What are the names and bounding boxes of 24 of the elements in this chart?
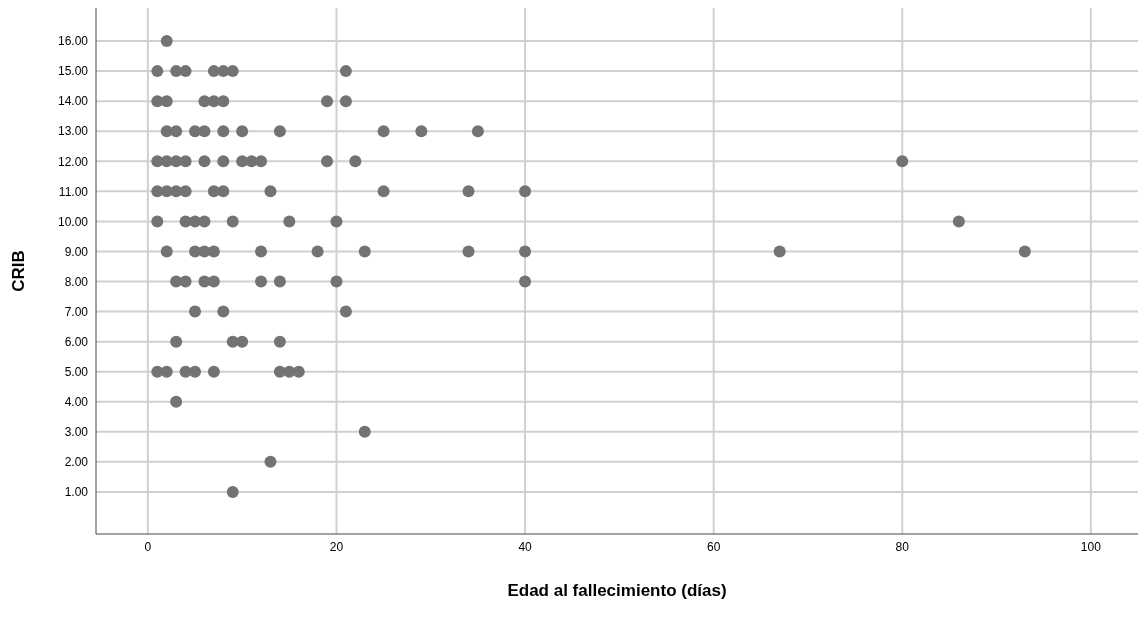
y-tick-label: 2.00 — [64, 455, 89, 470]
y-tick-label: 11.00 — [58, 184, 89, 199]
x-tick-label: 100 — [1080, 539, 1102, 554]
y-tick-label: 13.00 — [57, 124, 89, 139]
x-axis-title: Edad al fallecimiento (días) — [507, 581, 727, 600]
y-axis-title: CRIB — [9, 250, 29, 292]
y-tick-label: 14.00 — [57, 94, 89, 109]
y-tick-label: 8.00 — [64, 274, 89, 289]
y-tick-label: 3.00 — [64, 425, 89, 440]
y-tick-label: 15.00 — [57, 64, 89, 79]
y-tick-label: 16.00 — [57, 34, 89, 49]
y-tick-label: 6.00 — [64, 334, 89, 349]
y-tick-label: 12.00 — [57, 154, 89, 169]
y-tick-label: 5.00 — [64, 364, 89, 379]
x-tick-label: 0 — [144, 539, 152, 554]
x-tick-label: 20 — [329, 539, 344, 554]
x-tick-label: 60 — [706, 539, 721, 554]
y-tick-label: 10.00 — [57, 214, 89, 229]
y-tick-label: 4.00 — [64, 395, 89, 410]
y-tick-label: 9.00 — [64, 244, 89, 259]
x-tick-label: 80 — [895, 539, 910, 554]
y-tick-label: 1.00 — [64, 485, 89, 500]
x-tick-label: 40 — [518, 539, 533, 554]
y-tick-label: 7.00 — [64, 304, 89, 319]
